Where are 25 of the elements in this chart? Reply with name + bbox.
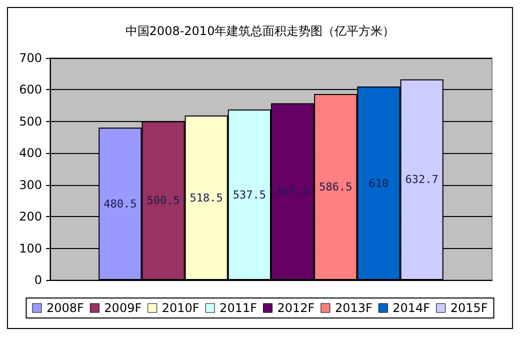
data-label: 610 — [368, 176, 389, 190]
legend-label: 2012F — [277, 301, 315, 315]
y-tick-label: 700 — [19, 51, 42, 65]
y-tick-label: 200 — [19, 210, 42, 224]
legend-label: 2015F — [450, 301, 488, 315]
y-tick-label: 100 — [19, 241, 42, 256]
y-tick-label: 400 — [19, 146, 42, 160]
legend-label: 2011F — [220, 301, 258, 315]
y-tick-label: 500 — [19, 114, 42, 128]
legend-label: 2010F — [162, 301, 200, 315]
y-tick-label: 600 — [19, 82, 42, 97]
legend-label: 2013F — [334, 301, 372, 315]
data-label: 500.5 — [146, 194, 180, 208]
legend-label: 2009F — [104, 301, 142, 315]
y-tick-label: 0 — [34, 273, 42, 287]
chart-title: 中国2008-2010年建筑总面积走势图（亿平方米） — [125, 24, 395, 38]
data-label: 632.7 — [405, 173, 438, 186]
legend-label: 2014F — [392, 301, 430, 315]
y-tick-label: 300 — [19, 178, 42, 192]
data-label: 518.5 — [190, 191, 223, 204]
data-label: 586.5 — [319, 180, 352, 194]
data-label: 480.5 — [104, 197, 137, 210]
legend-label: 2008F — [46, 301, 84, 315]
data-label: 537.5 — [232, 188, 266, 202]
data-label: 557.5 — [276, 185, 310, 198]
